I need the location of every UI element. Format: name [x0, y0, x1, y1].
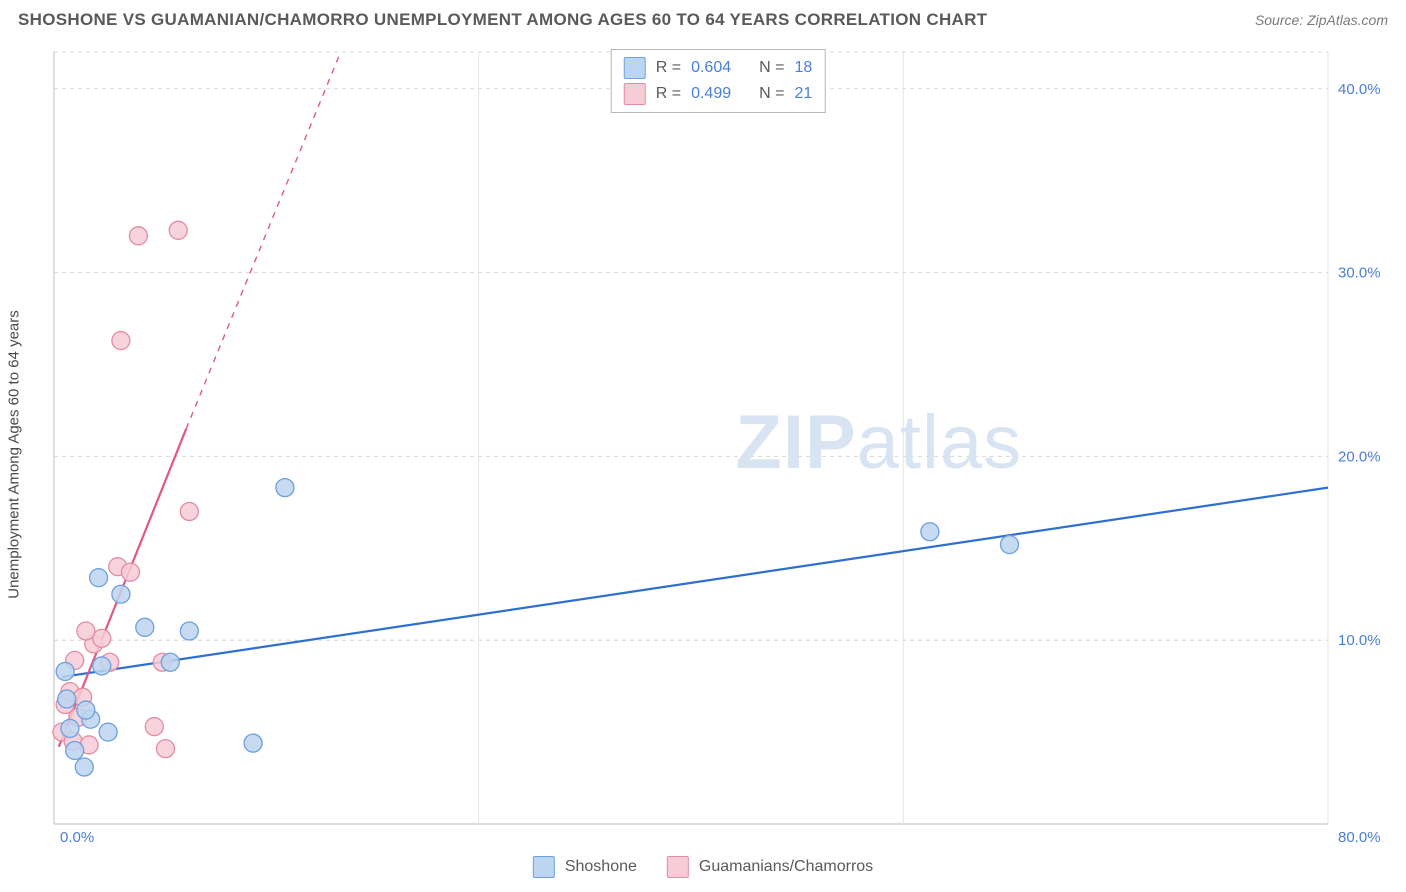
svg-text:0.0%: 0.0%	[60, 829, 94, 844]
r-value: 0.604	[691, 59, 731, 77]
legend-item: Guamanians/Chamorros	[667, 856, 873, 878]
svg-text:80.0%: 80.0%	[1338, 829, 1381, 844]
plot-area: ZIPatlas 10.0% 20.0% 30.0% 40.0% 0.0% 80.0% R …	[48, 44, 1388, 844]
n-value: 21	[794, 85, 812, 103]
stats-row: R = 0.604 N = 18	[624, 55, 813, 81]
chart-title: SHOSHONE VS GUAMANIAN/CHAMORRO UNEMPLOYM…	[18, 10, 987, 30]
legend-swatch	[624, 57, 646, 79]
legend-label: Guamanians/Chamorros	[699, 858, 873, 876]
title-bar: SHOSHONE VS GUAMANIAN/CHAMORRO UNEMPLOYM…	[0, 0, 1406, 38]
series-legend: Shoshone Guamanians/Chamorros	[533, 856, 873, 878]
r-value: 0.499	[691, 85, 731, 103]
svg-text:ZIPatlas: ZIPatlas	[735, 400, 1022, 485]
svg-text:10.0%: 10.0%	[1338, 632, 1381, 649]
n-value: 18	[794, 59, 812, 77]
source-label: Source: ZipAtlas.com	[1255, 12, 1388, 28]
svg-text:20.0%: 20.0%	[1338, 448, 1381, 465]
stats-legend: R = 0.604 N = 18 R = 0.499 N = 21	[611, 49, 826, 113]
svg-text:30.0%: 30.0%	[1338, 265, 1381, 282]
scatter-chart: ZIPatlas 10.0% 20.0% 30.0% 40.0% 0.0% 80.0%	[48, 44, 1388, 844]
legend-swatch	[624, 83, 646, 105]
svg-text:40.0%: 40.0%	[1338, 81, 1381, 98]
legend-label: Shoshone	[565, 858, 637, 876]
r-label: R =	[656, 59, 681, 77]
n-label: N =	[759, 59, 784, 77]
legend-swatch	[533, 856, 555, 878]
y-axis-label: Unemployment Among Ages 60 to 64 years	[6, 310, 23, 599]
legend-item: Shoshone	[533, 856, 637, 878]
n-label: N =	[759, 85, 784, 103]
legend-swatch	[667, 856, 689, 878]
stats-row: R = 0.499 N = 21	[624, 81, 813, 107]
r-label: R =	[656, 85, 681, 103]
